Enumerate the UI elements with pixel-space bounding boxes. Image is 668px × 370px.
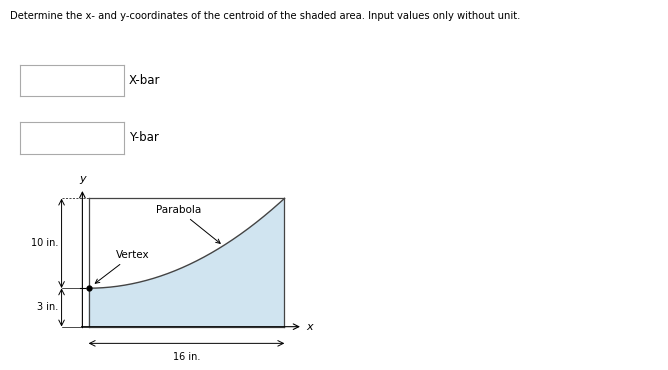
Text: 3 in.: 3 in. [37, 302, 58, 312]
Text: X-bar: X-bar [129, 74, 160, 87]
Text: 10 in.: 10 in. [31, 238, 58, 248]
Text: 16 in.: 16 in. [173, 352, 200, 362]
Text: y: y [79, 174, 86, 184]
Text: x: x [307, 322, 313, 332]
Text: Vertex: Vertex [96, 250, 149, 283]
Text: Y-bar: Y-bar [129, 131, 159, 144]
Polygon shape [88, 198, 285, 327]
Text: Parabola: Parabola [156, 205, 220, 243]
Text: Determine the x- and y-coordinates of the centroid of the shaded area. Input val: Determine the x- and y-coordinates of th… [10, 11, 520, 21]
